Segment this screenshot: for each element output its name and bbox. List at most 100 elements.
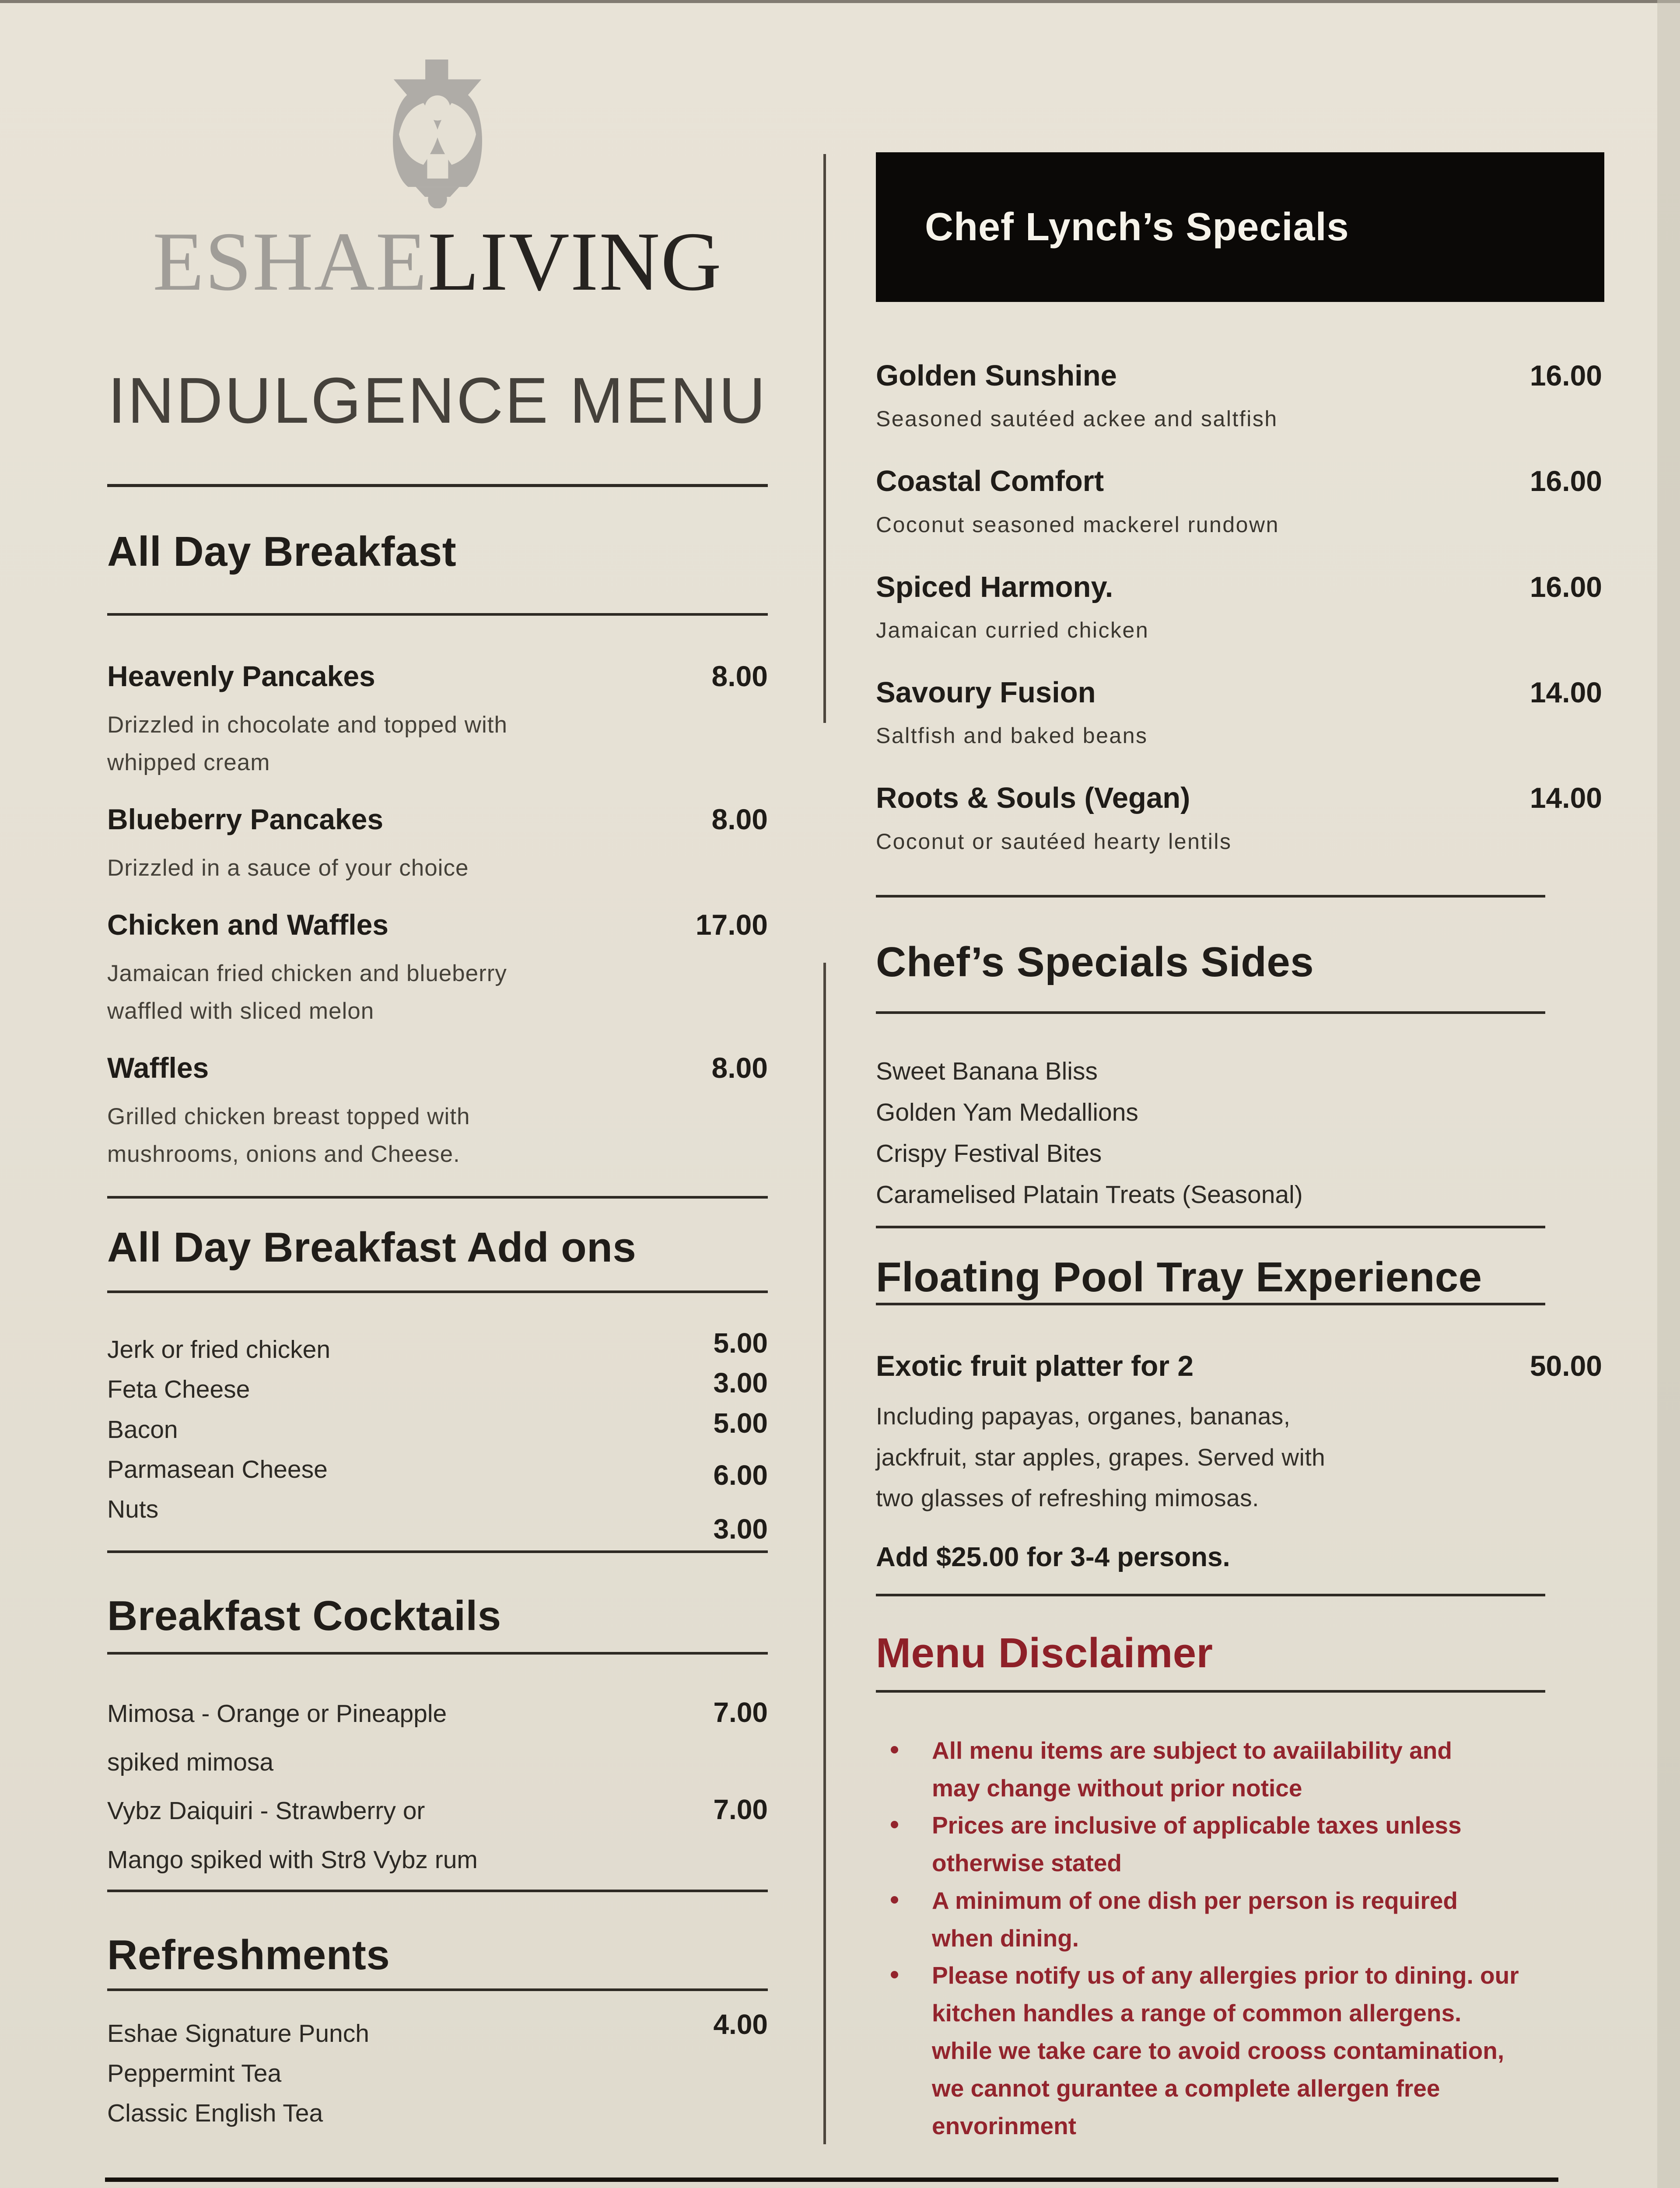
side-item: Caramelised Platain Treats (Seasonal) <box>876 1180 1303 1209</box>
special-item-row: Spiced Harmony. 16.00 <box>876 572 1602 603</box>
special-item: Golden Sunshine 16.00 Seasoned sautéed a… <box>876 359 1602 435</box>
addon-price: 3.00 <box>713 1367 768 1399</box>
divider-rule <box>107 613 768 616</box>
refreshment-price: 4.00 <box>713 2008 768 2040</box>
item-name: Golden Sunshine <box>876 359 1117 392</box>
item-name: Exotic fruit platter for 2 <box>876 1349 1194 1382</box>
side-item: Crispy Festival Bites <box>876 1139 1102 1168</box>
divider-rule <box>107 1652 768 1655</box>
item-name: Coastal Comfort <box>876 465 1104 498</box>
pool-item-row: Exotic fruit platter for 2 50.00 <box>876 1349 1602 1382</box>
pool-tray-item: Exotic fruit platter for 2 50.00 Includi… <box>876 1349 1602 1519</box>
right-column: Chef Lynch’s Specials Golden Sunshine 16… <box>876 0 1604 2145</box>
item-name: Heavenly Pancakes <box>107 660 375 692</box>
divider-rule <box>107 1889 768 1892</box>
special-item: Spiced Harmony. 16.00 Jamaican curried c… <box>876 572 1602 647</box>
addon-name: Bacon <box>107 1415 178 1444</box>
item-description: Drizzled in a sauce of your choice <box>107 855 469 881</box>
refreshment-name: Classic English Tea <box>107 2099 323 2128</box>
menu-item: Waffles 8.00 Grilled chicken breast topp… <box>107 1052 768 1173</box>
divider-rule <box>876 1225 1545 1228</box>
menu-title: INDULGENCE MENU <box>108 365 767 437</box>
bullet-dot-icon <box>891 1896 898 1904</box>
item-description: Saltfish and baked beans <box>876 723 1148 748</box>
disclaimer-bullet: All menu items are subject to avaiilabil… <box>876 1732 1602 1807</box>
item-price: 16.00 <box>1530 570 1602 603</box>
page-edge-top <box>0 0 1680 3</box>
addon-price: 5.00 <box>713 1327 768 1359</box>
menu-item-row: Blueberry Pancakes 8.00 <box>107 804 768 835</box>
disclaimer-bullet: Prices are inclusive of applicable taxes… <box>876 1807 1602 1882</box>
divider-rule <box>107 1290 768 1294</box>
side-item: Golden Yam Medallions <box>876 1098 1138 1126</box>
chef-specials-list: Golden Sunshine 16.00 Seasoned sautéed a… <box>876 359 1602 858</box>
breakfast-items-list: Heavenly Pancakes 8.00 Drizzled in choco… <box>107 661 768 1173</box>
footer-rule <box>105 2177 1558 2182</box>
refreshment-name: Peppermint Tea <box>107 2059 282 2087</box>
divider-rule <box>107 1196 768 1199</box>
item-price: 14.00 <box>1530 676 1602 709</box>
addon-row: Nuts 3.00 <box>107 1490 768 1545</box>
item-description: Coconut or sautéed hearty lentils <box>876 829 1232 854</box>
addon-name: Feta Cheese <box>107 1375 250 1404</box>
special-item: Roots & Souls (Vegan) 14.00 Coconut or s… <box>876 783 1602 858</box>
refreshment-name: Eshae Signature Punch <box>107 2019 369 2048</box>
divider-rule <box>107 1550 768 1553</box>
menu-item-row: Waffles 8.00 <box>107 1052 768 1084</box>
section-title-floating-pool-tray: Floating Pool Tray Experience <box>876 1253 1482 1301</box>
disclaimer-bullet-text: Prices are inclusive of applicable taxes… <box>932 1812 1462 1877</box>
cocktails-list: Mimosa - Orange or Pineapple 7.00 spiked… <box>107 1690 768 1884</box>
divider-rule <box>876 1011 1545 1014</box>
bullet-dot-icon <box>891 1746 898 1753</box>
section-title-all-day-breakfast: All Day Breakfast <box>107 528 457 575</box>
section-title-breakfast-add-ons: All Day Breakfast Add ons <box>107 1224 637 1271</box>
item-price: 8.00 <box>711 803 768 836</box>
item-description: Jamaican curried chicken <box>876 618 1149 643</box>
cocktail-row: Vybz Daiquiri - Strawberry or 7.00 <box>107 1787 768 1835</box>
addon-row: Bacon 5.00 <box>107 1407 768 1450</box>
addon-row: Jerk or fried chicken 5.00 <box>107 1327 768 1370</box>
cocktail-name-line1: Vybz Daiquiri - Strawberry or <box>107 1797 425 1825</box>
cocktail-price: 7.00 <box>713 1794 768 1826</box>
item-price: 8.00 <box>711 1052 768 1084</box>
brand-word-living: LIVING <box>427 215 722 308</box>
item-price: 16.00 <box>1530 465 1602 498</box>
refreshment-row: Classic English Tea <box>107 2093 768 2133</box>
menu-item: Blueberry Pancakes 8.00 Drizzled in a sa… <box>107 804 768 887</box>
side-item: Sweet Banana Bliss <box>876 1057 1098 1085</box>
item-description: Coconut seasoned mackerel rundown <box>876 512 1279 537</box>
cocktail-name-line2: spiked mimosa <box>107 1748 274 1777</box>
sides-list: Sweet Banana Bliss Golden Yam Medallions… <box>876 1051 1602 1215</box>
divider-rule <box>876 1593 1545 1596</box>
disclaimer-bullet: Please notify us of any allergies prior … <box>876 1957 1602 2145</box>
divider-rule <box>107 1988 768 1991</box>
refreshment-row: Eshae Signature Punch 4.00 <box>107 2009 768 2054</box>
cocktail-name-line2: Mango spiked with Str8 Vybz rum <box>107 1845 478 1874</box>
divider-rule <box>876 1302 1545 1305</box>
item-description: Jamaican fried chicken and blueberry waf… <box>107 961 507 1024</box>
cocktail-name-line1: Mimosa - Orange or Pineapple <box>107 1700 447 1728</box>
menu-item: Chicken and Waffles 17.00 Jamaican fried… <box>107 909 768 1030</box>
addon-row: Feta Cheese 3.00 <box>107 1367 768 1410</box>
special-item-row: Coastal Comfort 16.00 <box>876 466 1602 497</box>
special-item: Coastal Comfort 16.00 Coconut seasoned m… <box>876 466 1602 541</box>
cocktail-item: Mimosa - Orange or Pineapple 7.00 spiked… <box>107 1690 768 1787</box>
divider-rule <box>107 484 768 487</box>
addon-price: 6.00 <box>713 1459 768 1491</box>
item-name: Spiced Harmony. <box>876 570 1113 603</box>
addon-price: 5.00 <box>713 1407 768 1439</box>
cocktail-price: 7.00 <box>713 1697 768 1729</box>
item-description: Drizzled in chocolate and topped with wh… <box>107 712 508 776</box>
bullet-dot-icon <box>891 1971 898 1979</box>
item-name: Savoury Fusion <box>876 676 1096 709</box>
special-item-row: Golden Sunshine 16.00 <box>876 359 1602 392</box>
section-title-chefs-specials-sides: Chef’s Specials Sides <box>876 938 1314 985</box>
addon-name: Nuts <box>107 1495 159 1523</box>
disclaimer-bullet-text: All menu items are subject to avaiilabil… <box>932 1736 1452 1802</box>
disclaimer-bullet-text: A minimum of one dish per person is requ… <box>932 1886 1458 1952</box>
cocktail-item: Vybz Daiquiri - Strawberry or 7.00 Mango… <box>107 1787 768 1884</box>
item-name: Roots & Souls (Vegan) <box>876 782 1190 815</box>
item-price: 8.00 <box>711 660 768 692</box>
special-item-row: Roots & Souls (Vegan) 14.00 <box>876 782 1602 815</box>
bullet-dot-icon <box>891 1821 898 1829</box>
